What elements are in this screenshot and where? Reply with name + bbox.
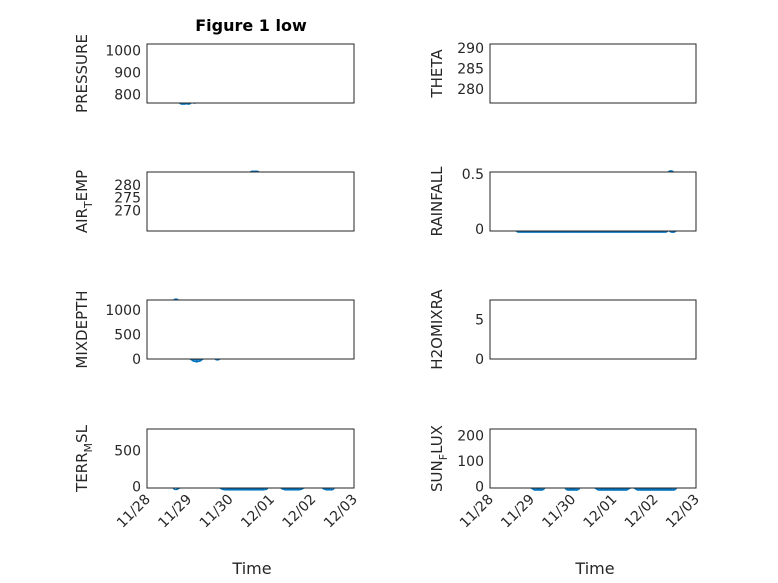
x-tick-label: 11/28 [457,492,497,532]
axis-frame [489,299,697,360]
x-axis-label-left: Time [231,559,271,578]
y-axis-label: AIRTEMP [73,170,95,233]
subplot-rainfall: 0 0.5 RAINFALL [428,166,697,238]
y-tick-label: 0 [132,352,141,368]
subplot-mixdepth: 0 500 1000 MIXDEPTH [73,290,355,369]
y-tick-label: 500 [114,327,141,343]
y-axis-label-rest: LUX [428,425,446,454]
y-axis-label: PRESSURE [73,34,91,113]
y-tick-label: 500 [114,444,141,460]
y-axis-label-subscript: F [437,454,450,460]
subplot-sun-flux: 0 100 200 SUNFLUX 11/28 11/29 11/30 12/01 12/02 1… [428,425,703,531]
y-axis-label-main: TERR [73,452,91,493]
y-axis-label-subscript: T [82,201,95,209]
y-tick-label: 285 [457,61,484,77]
x-tick-label: 12/02 [622,492,662,532]
x-tick-label: 11/30 [539,492,579,532]
y-tick-label: 900 [114,65,141,81]
y-tick-label: 100 [457,454,484,470]
x-tick-label: 11/28 [114,492,154,532]
y-tick-label: 275 [114,191,141,207]
axis-frame [489,43,697,104]
axis-frame [146,43,355,104]
y-axis-label: MIXDEPTH [73,290,91,368]
y-axis-label: THETA [428,49,446,99]
y-tick-label: 5 [475,313,484,329]
x-tick-label: 11/29 [155,492,195,532]
y-axis-label: TERRMSL [73,424,95,493]
axis-frame [489,171,697,232]
axis-frame [146,171,355,232]
y-tick-label: 280 [457,82,484,98]
y-tick-label: 800 [114,87,141,103]
x-axis-label-right: Time [574,559,614,578]
subplot-terr-msl: 0 500 TERRMSL 11/28 11/29 11/30 12/01 12/02 12/0… [73,424,361,531]
subplot-pressure: 800 900 1000 PRESSURE [73,34,355,113]
y-tick-label: 0 [475,222,484,238]
y-tick-label: 0 [475,352,484,368]
y-tick-label: 280 [114,178,141,194]
x-tick-label: 12/01 [238,492,278,532]
y-axis-label: RAINFALL [428,166,446,237]
y-axis-label-main: SUN [428,460,446,492]
x-tick-label: 12/03 [321,492,361,532]
y-axis-label: H2OMIXRA [428,289,446,370]
y-axis-label-subscript: M [82,443,95,453]
subplot-theta: 280 285 290 THETA [428,41,697,104]
x-tick-label: 12/02 [280,492,320,532]
y-tick-label: 0.5 [462,167,484,183]
y-tick-label: 1000 [105,303,141,319]
axis-frame [146,428,355,489]
x-tick-label: 12/03 [663,492,703,532]
subplot-h2omixra: 0 5 H2OMIXRA [428,289,697,370]
y-tick-label: 1000 [105,44,141,60]
y-tick-label: 270 [114,203,141,219]
y-tick-label: 0 [475,480,484,496]
x-tick-label: 11/30 [197,492,237,532]
axis-frame [146,299,355,360]
y-tick-label: 290 [457,41,484,57]
y-axis-label-rest: SL [73,424,91,443]
y-tick-label: 200 [457,428,484,444]
y-axis-label-rest: EMP [73,170,91,201]
x-tick-label: 11/29 [498,492,538,532]
x-tick-label: 12/01 [581,492,621,532]
y-tick-label: 0 [132,480,141,496]
figure-title: Figure 1 low [195,16,307,35]
axis-frame [489,428,697,489]
y-axis-label: SUNFLUX [428,425,450,492]
y-axis-label-main: AIR [73,208,91,233]
